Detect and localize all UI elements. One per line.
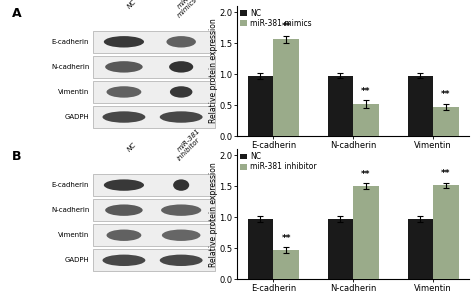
Text: inhibitor: inhibitor (176, 137, 201, 162)
Bar (93, 81, 215, 103)
Text: N-cadherin: N-cadherin (51, 207, 89, 213)
Ellipse shape (160, 255, 202, 266)
Text: GADPH: GADPH (64, 114, 89, 120)
Ellipse shape (173, 179, 189, 191)
Bar (93, 174, 215, 196)
Text: **: ** (441, 91, 451, 100)
Text: Vimentin: Vimentin (58, 232, 89, 238)
Ellipse shape (166, 36, 196, 47)
Ellipse shape (107, 230, 141, 241)
Bar (328, 219, 353, 279)
Ellipse shape (169, 61, 193, 72)
Text: E-cadherin: E-cadherin (52, 39, 89, 45)
Bar (248, 76, 273, 136)
Ellipse shape (102, 255, 146, 266)
Text: B: B (11, 150, 21, 164)
Ellipse shape (104, 36, 144, 47)
Ellipse shape (105, 61, 143, 72)
Bar (408, 219, 433, 279)
Bar (353, 186, 379, 279)
Bar (93, 199, 215, 221)
Text: NC: NC (126, 142, 137, 153)
Bar (93, 249, 215, 271)
Bar (93, 106, 215, 128)
Ellipse shape (105, 205, 143, 216)
Bar (273, 250, 299, 279)
Bar (328, 76, 353, 136)
Bar (93, 31, 215, 53)
Bar (273, 39, 299, 136)
Bar (408, 76, 433, 136)
Text: **: ** (361, 170, 371, 179)
Bar (248, 219, 273, 279)
Ellipse shape (161, 205, 201, 216)
Ellipse shape (102, 111, 146, 123)
Text: **: ** (282, 22, 291, 31)
Ellipse shape (104, 179, 144, 191)
Bar (93, 224, 215, 246)
Y-axis label: Relative protein expression: Relative protein expression (209, 19, 218, 123)
Text: A: A (11, 7, 21, 20)
Ellipse shape (170, 86, 192, 98)
Bar (93, 56, 215, 78)
Text: miR-381: miR-381 (176, 128, 201, 153)
Legend: NC, miR-381 inhibitor: NC, miR-381 inhibitor (239, 151, 318, 172)
Text: **: ** (361, 87, 371, 96)
Legend: NC, miR-381 mimics: NC, miR-381 mimics (239, 8, 312, 29)
Text: GADPH: GADPH (64, 257, 89, 263)
X-axis label: A172: A172 (339, 153, 367, 163)
Text: E-cadherin: E-cadherin (52, 182, 89, 188)
Text: Vimentin: Vimentin (58, 89, 89, 95)
Text: N-cadherin: N-cadherin (51, 64, 89, 70)
Bar (433, 185, 459, 279)
Bar (433, 107, 459, 136)
Text: **: ** (282, 234, 291, 243)
Text: NC: NC (126, 0, 137, 10)
Ellipse shape (162, 230, 201, 241)
Text: mimics: mimics (176, 0, 199, 19)
Ellipse shape (107, 86, 141, 98)
Bar (353, 104, 379, 136)
Y-axis label: Relative protein expression: Relative protein expression (209, 162, 218, 267)
Text: miR-381: miR-381 (176, 0, 201, 10)
Ellipse shape (160, 111, 202, 123)
Text: **: ** (441, 169, 451, 178)
